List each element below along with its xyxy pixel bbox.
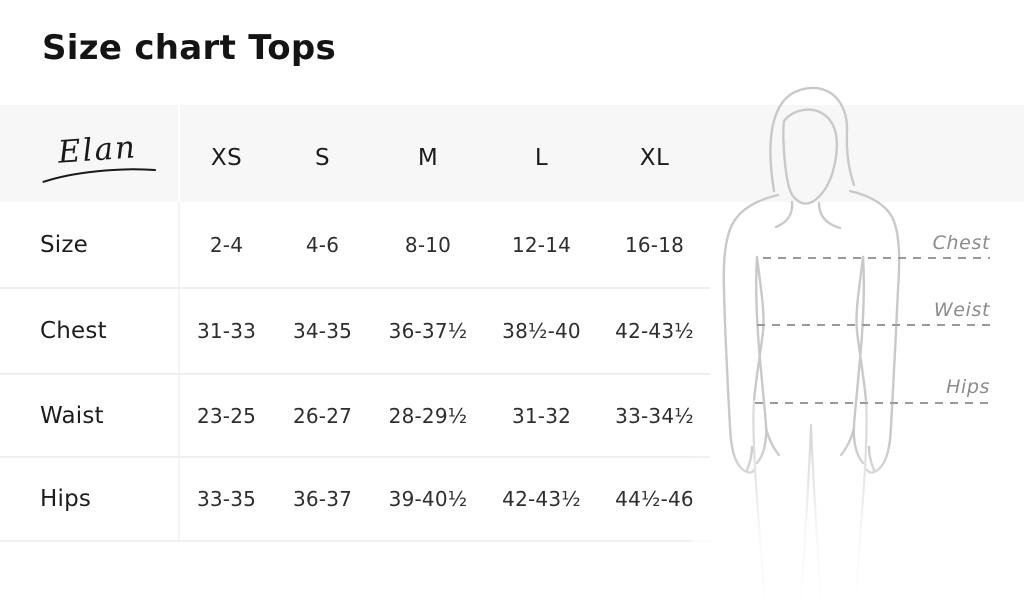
chest-measure-line [763, 257, 990, 259]
row-label-size: Size [0, 202, 180, 287]
size-header-l: L [534, 144, 549, 171]
size-header-xs: XS [210, 144, 243, 171]
female-body-silhouette [722, 86, 901, 602]
chest-value-xl: 42-43½ [615, 319, 694, 343]
right-hand-finger [867, 445, 876, 472]
neck-left [774, 200, 794, 229]
waist-value-l: 31-32 [511, 403, 572, 428]
waist-value-xl: 33-34½ [615, 403, 694, 428]
waist-value-s: 26-27 [292, 403, 353, 428]
hips-value-l: 42-43½ [502, 487, 581, 511]
size-value-m: 8-10 [404, 232, 452, 257]
chest-value-s: 34-35 [292, 319, 353, 343]
hips-value-m: 39-40½ [388, 487, 468, 511]
logo-underline-flourish [42, 167, 156, 183]
size-table: Elan XS S M L XL Size 2-4 4-6 8-10 12-14… [0, 105, 710, 542]
left-arm-outline [722, 193, 780, 474]
table-row-hips: Hips 33-35 36-37 39-40½ 42-43½ 44½-46 [0, 456, 710, 542]
chest-measure-label: Chest [932, 232, 990, 254]
row-label-hips: Hips [0, 458, 180, 540]
table-row-chest: Chest 31-33 34-35 36-37½ 38½-40 42-43½ [0, 287, 710, 373]
brand-logo: Elan [39, 129, 158, 185]
size-value-xs: 2-4 [209, 232, 244, 257]
page-title: Size chart Tops [42, 28, 337, 68]
hips-value-xs: 33-35 [196, 487, 257, 511]
hips-measure-line [755, 402, 990, 404]
waist-value-m: 28-29½ [388, 403, 468, 428]
hips-measure-label: Hips [946, 376, 990, 398]
size-header-m: M [417, 144, 439, 171]
left-leg-outline [752, 399, 767, 602]
chest-value-m: 36-37½ [388, 319, 468, 343]
row-label-chest: Chest [0, 289, 180, 373]
row-label-waist: Waist [0, 375, 180, 456]
hair-outline [769, 86, 856, 193]
size-header-s: S [314, 144, 331, 171]
left-thumb [764, 426, 781, 457]
chest-value-l: 38½-40 [502, 319, 581, 343]
chest-value-xs: 31-33 [196, 319, 257, 343]
neck-right [817, 201, 842, 230]
size-header-xl: XL [639, 144, 670, 171]
size-value-l: 12-14 [511, 232, 572, 257]
hips-value-xl: 44½-46 [615, 487, 694, 511]
table-row-size: Size 2-4 4-6 8-10 12-14 16-18 [0, 202, 710, 287]
torso-right [855, 255, 868, 403]
table-row-waist: Waist 23-25 26-27 28-29½ 31-32 33-34½ [0, 373, 710, 456]
table-header-row: Elan XS S M L XL [0, 105, 710, 202]
left-hand-finger [745, 445, 754, 472]
right-leg-outline [853, 399, 868, 602]
inner-leg-left [799, 423, 813, 602]
right-thumb [839, 426, 856, 457]
weist-measure-line [757, 324, 990, 326]
face-outline [782, 108, 839, 205]
hips-value-s: 36-37 [292, 487, 353, 511]
waist-value-xs: 23-25 [196, 403, 257, 428]
inner-leg-right [809, 423, 823, 602]
size-value-s: 4-6 [305, 232, 340, 257]
brand-logo-cell: Elan [0, 105, 180, 202]
weist-measure-label: Weist [933, 299, 990, 321]
size-value-xl: 16-18 [624, 232, 685, 257]
torso-left [752, 255, 765, 403]
